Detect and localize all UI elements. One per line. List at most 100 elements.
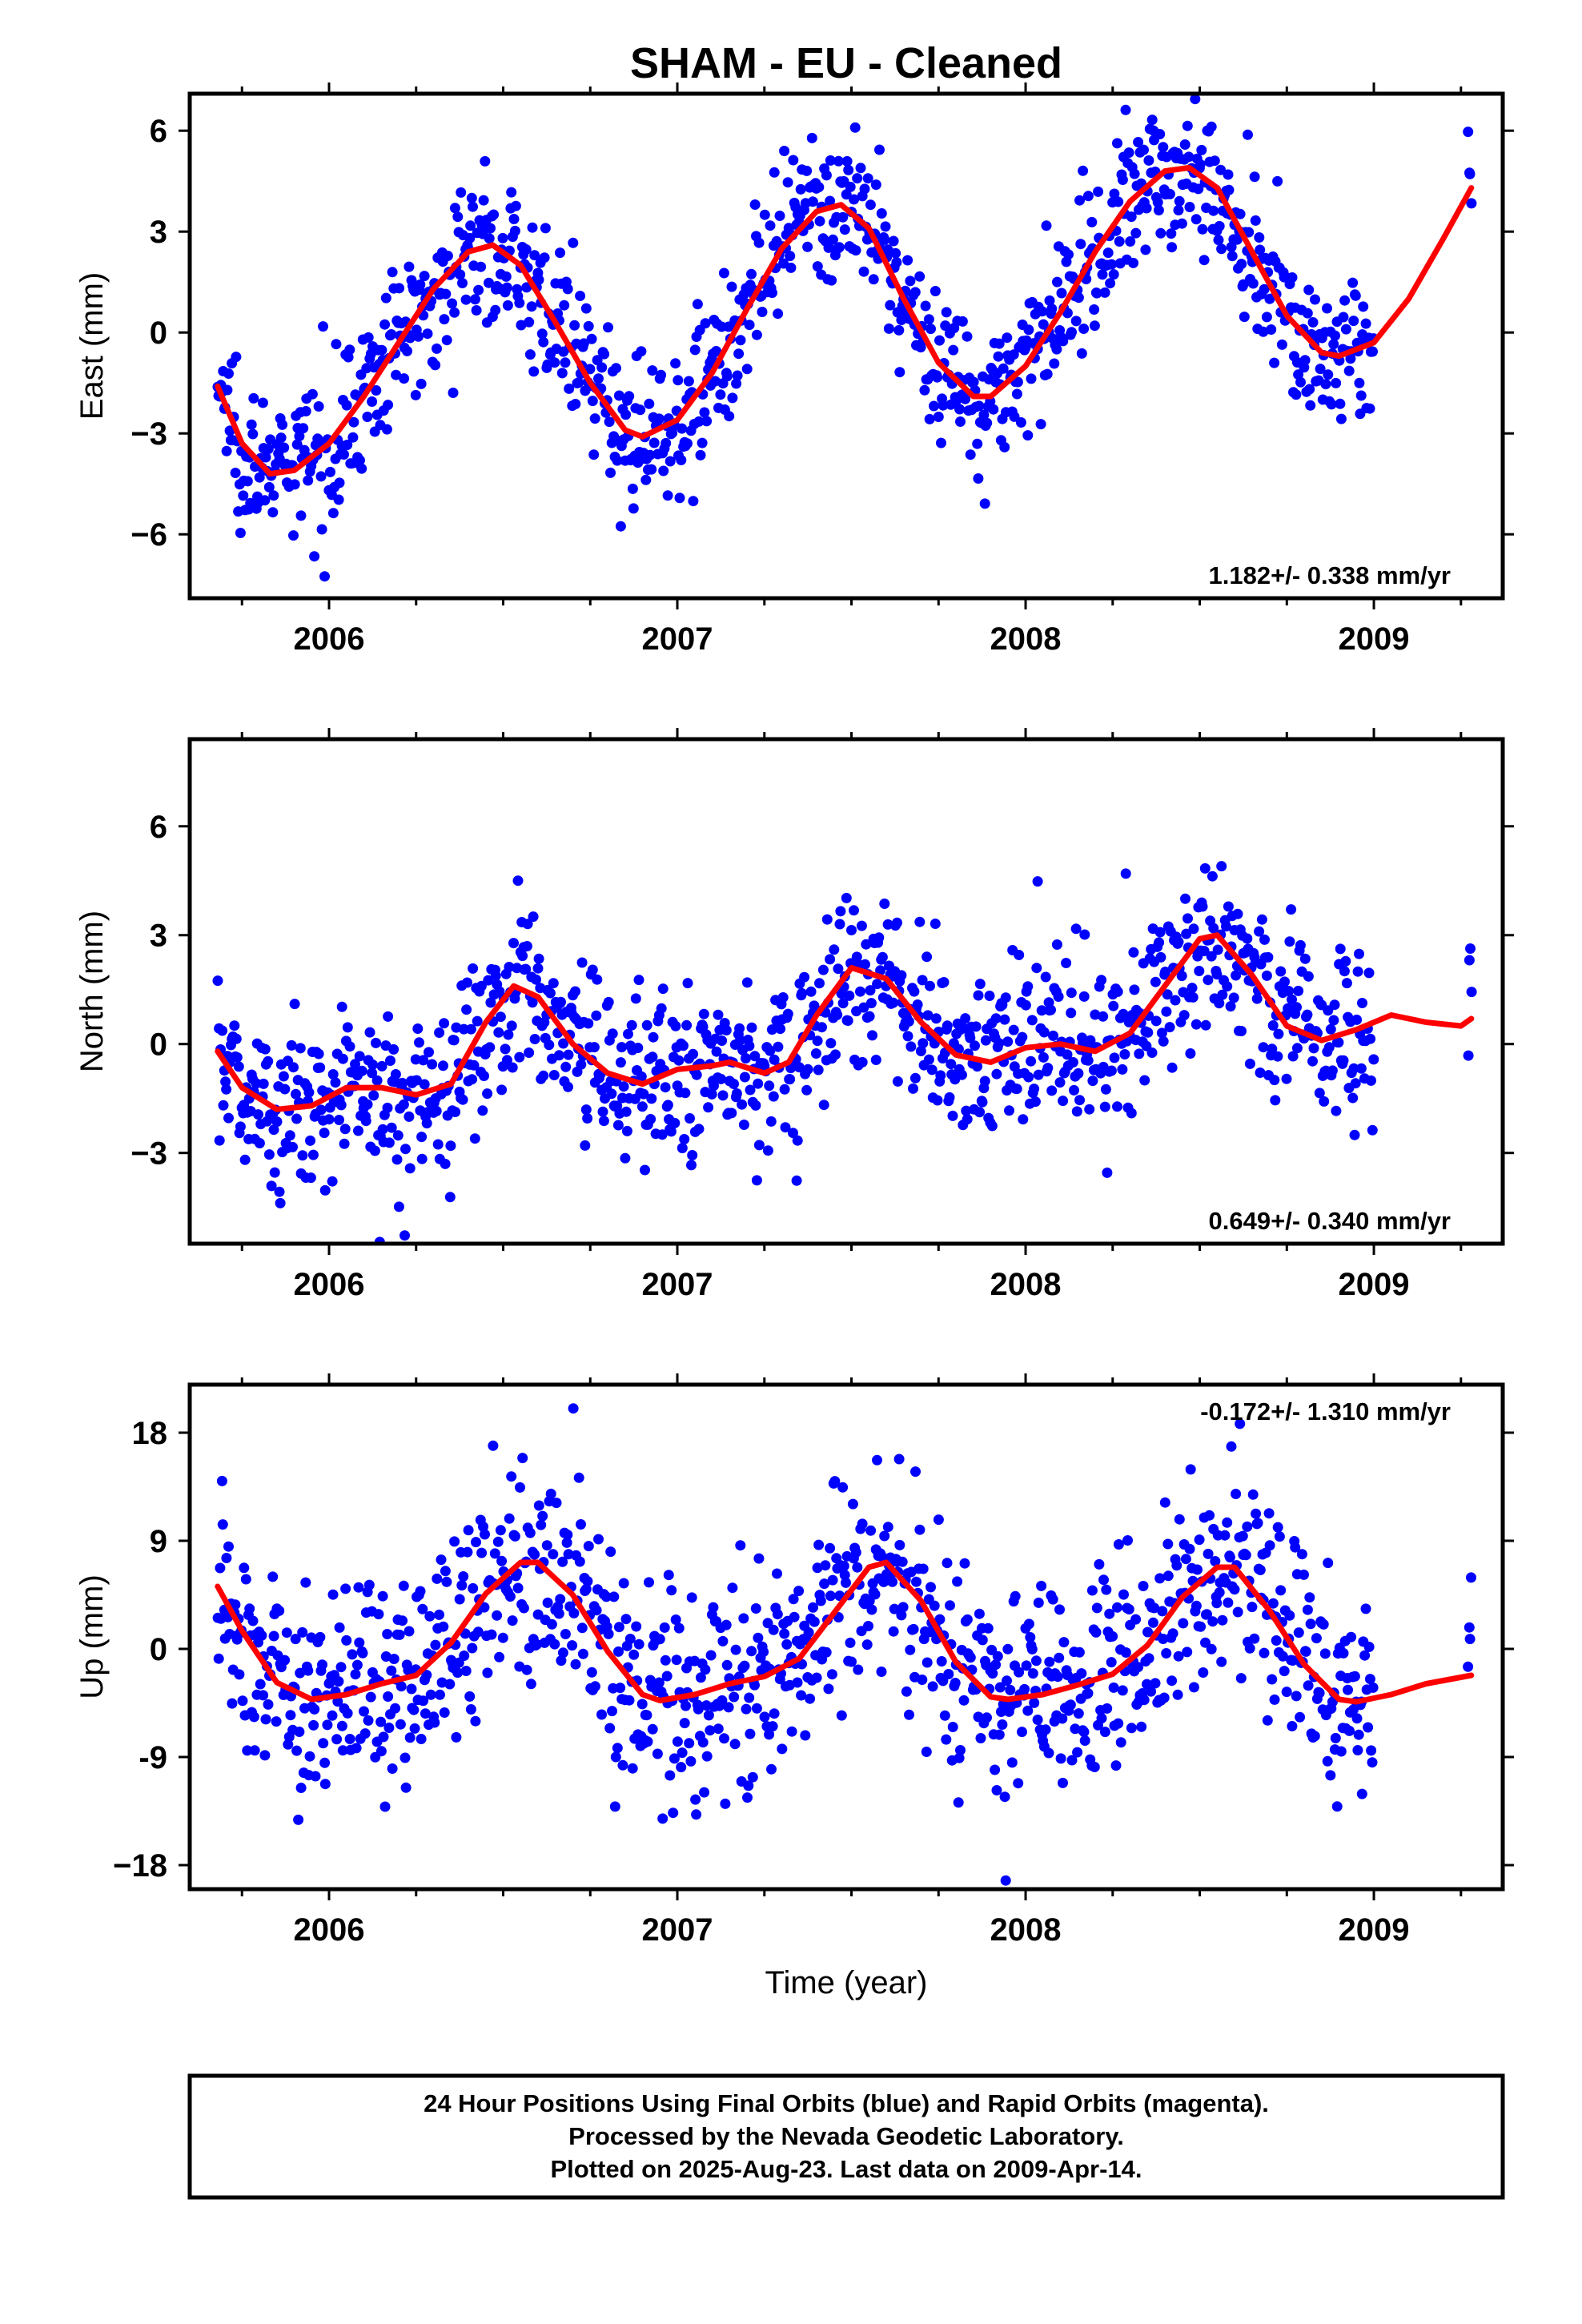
data-point [769,1708,780,1719]
data-point [997,1719,1008,1730]
data-point [1366,1075,1376,1086]
data-point [1118,1008,1129,1019]
data-point [268,1124,279,1136]
data-point [1158,1634,1169,1644]
data-point [1084,1104,1095,1115]
fit-curve [215,1559,1475,1705]
data-point [620,1614,632,1625]
data-point [1299,1569,1309,1580]
data-point [295,1783,307,1793]
data-point [1053,991,1064,1002]
data-point [395,1719,406,1730]
data-point [335,1100,347,1111]
data-point [957,316,968,327]
data-point [719,1733,729,1744]
data-point [421,1118,432,1129]
data-point [926,324,936,335]
data-point [367,396,378,407]
data-point [604,416,615,428]
data-point [235,1121,246,1132]
data-point [617,1759,628,1771]
data-point [1079,929,1090,940]
data-point [424,1047,434,1058]
data-point [930,1013,942,1024]
data-point [419,271,430,282]
data-point [817,1022,827,1033]
data-point [723,1702,734,1713]
data-point [408,1704,420,1715]
data-point [1264,1540,1275,1551]
y-tick-label: −6 [130,517,167,553]
data-point [1244,1642,1255,1654]
data-point [1032,876,1043,887]
data-point [462,977,472,988]
data-point [1066,327,1077,338]
data-point [532,1609,544,1620]
data-point [972,438,983,449]
data-point [1213,235,1224,246]
data-point [1058,1777,1068,1788]
data-point [580,303,592,314]
data-point [259,1043,271,1055]
data-point [1352,1745,1363,1755]
data-point [402,345,412,356]
data-point [263,481,275,493]
data-point [1243,129,1253,140]
data-point [387,267,398,278]
data-point [672,1736,683,1747]
data-point [333,494,344,505]
data-point [383,1011,394,1022]
data-point [319,1128,330,1139]
data-point [337,1745,348,1756]
data-point [1275,966,1287,977]
data-point [1056,287,1067,299]
data-point [741,364,753,375]
data-point [465,1704,476,1715]
data-point [762,1618,773,1629]
data-point [1347,1092,1359,1104]
data-point [1033,1597,1044,1608]
data-point [612,455,623,466]
data-point [979,498,990,509]
data-point [363,332,374,343]
data-point [1017,1031,1028,1043]
data-point [846,925,857,935]
data-point [472,1626,484,1638]
data-point [961,1105,972,1116]
data-point [1355,1063,1367,1074]
data-point [772,1609,783,1620]
data-point [692,299,703,310]
data-point [327,1069,339,1080]
data-point [620,1106,632,1117]
data-point [364,1027,375,1038]
data-point [1026,1015,1038,1026]
data-point [1170,995,1181,1006]
data-point [403,1665,414,1676]
data-point [1320,379,1331,390]
data-point [504,962,515,972]
data-point [375,1716,387,1727]
data-point [258,1690,269,1701]
data-point [524,1047,535,1058]
data-point [1463,1661,1474,1672]
data-point [1194,1534,1205,1546]
rate-annotation: 0.649+/- 0.340 mm/yr [1209,1207,1451,1235]
data-point [654,1634,665,1645]
data-point [920,300,931,312]
data-point [533,274,544,285]
data-point [1058,1637,1070,1648]
data-point [227,1698,238,1709]
data-point [476,1547,488,1558]
data-point [1308,1043,1319,1054]
data-point [592,974,603,985]
data-point [1266,324,1277,335]
data-point [216,1475,227,1486]
data-point [732,370,743,381]
data-point [630,993,641,1004]
data-point [1125,236,1136,247]
data-point [1200,1637,1211,1648]
data-point [887,1576,898,1587]
data-point [432,1573,443,1584]
data-point [837,998,849,1009]
data-point [1221,921,1231,932]
